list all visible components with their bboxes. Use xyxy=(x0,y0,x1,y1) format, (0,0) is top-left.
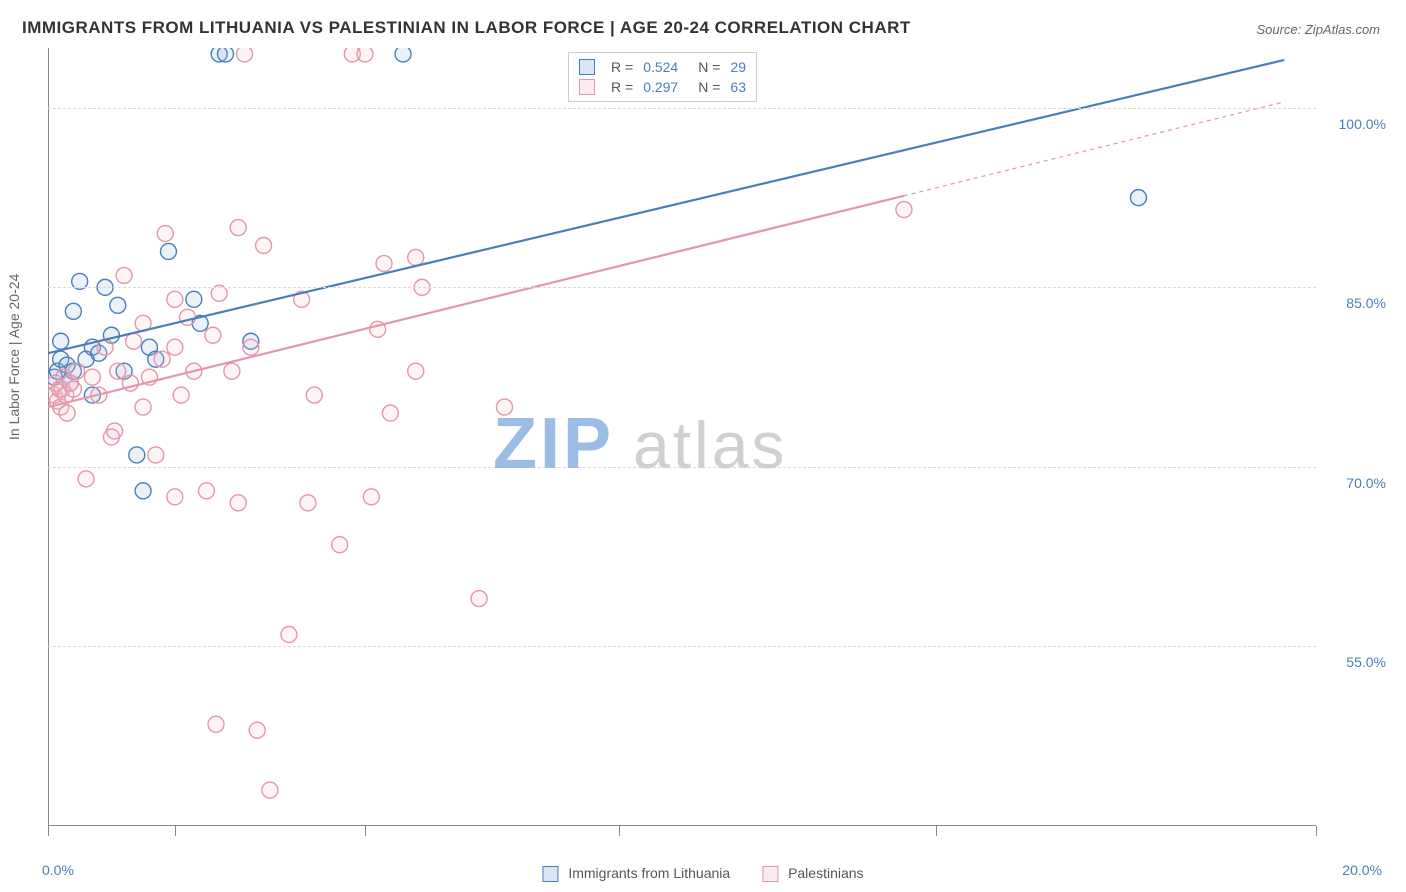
data-point xyxy=(249,722,265,738)
data-point xyxy=(135,483,151,499)
data-point xyxy=(306,387,322,403)
data-point xyxy=(363,489,379,505)
legend-label-lithuania: Immigrants from Lithuania xyxy=(568,865,730,881)
data-point xyxy=(281,626,297,642)
swatch-lithuania xyxy=(579,59,595,75)
data-point xyxy=(160,243,176,259)
data-point xyxy=(53,333,69,349)
data-point xyxy=(167,339,183,355)
r-value-lithuania: 0.524 xyxy=(643,59,678,75)
data-point xyxy=(408,249,424,265)
data-point xyxy=(78,471,94,487)
y-tick-label: 85.0% xyxy=(1346,295,1386,311)
y-tick-label: 70.0% xyxy=(1346,475,1386,491)
data-point xyxy=(69,363,85,379)
data-point xyxy=(218,48,234,62)
data-point xyxy=(382,405,398,421)
chart-container: IMMIGRANTS FROM LITHUANIA VS PALESTINIAN… xyxy=(0,0,1406,892)
x-tick xyxy=(936,826,937,836)
data-point xyxy=(157,226,173,242)
regression-line-dashed xyxy=(904,102,1284,196)
data-point xyxy=(224,363,240,379)
data-point xyxy=(262,782,278,798)
data-point xyxy=(167,291,183,307)
data-point xyxy=(107,423,123,439)
legend-item-lithuania: Immigrants from Lithuania xyxy=(542,865,730,882)
x-tick xyxy=(365,826,366,836)
data-point xyxy=(230,495,246,511)
data-point xyxy=(179,309,195,325)
data-point xyxy=(110,363,126,379)
stats-legend: R = 0.524 N = 29 R = 0.297 N = 63 xyxy=(568,52,757,102)
data-point xyxy=(256,237,272,253)
legend-label-palestinians: Palestinians xyxy=(788,865,864,881)
x-tick xyxy=(619,826,620,836)
y-tick-label: 55.0% xyxy=(1346,654,1386,670)
data-point xyxy=(148,447,164,463)
data-point xyxy=(376,255,392,271)
data-point xyxy=(84,369,100,385)
gridline xyxy=(48,108,1316,109)
gridline xyxy=(48,287,1316,288)
chart-title: IMMIGRANTS FROM LITHUANIA VS PALESTINIAN… xyxy=(22,18,911,38)
stats-row-palestinians: R = 0.297 N = 63 xyxy=(579,77,746,97)
y-tick-label: 100.0% xyxy=(1339,116,1386,132)
data-point xyxy=(129,447,145,463)
data-point xyxy=(395,48,411,62)
legend-item-palestinians: Palestinians xyxy=(762,865,863,882)
x-max-label: 20.0% xyxy=(1342,862,1382,878)
r-value-palestinians: 0.297 xyxy=(643,79,678,95)
data-point xyxy=(471,591,487,607)
data-point xyxy=(357,48,373,62)
x-tick xyxy=(48,826,49,836)
stats-row-lithuania: R = 0.524 N = 29 xyxy=(579,57,746,77)
data-point xyxy=(243,339,259,355)
data-point xyxy=(896,202,912,218)
data-point xyxy=(65,303,81,319)
gridline xyxy=(48,646,1316,647)
data-point xyxy=(199,483,215,499)
data-point xyxy=(186,291,202,307)
data-point xyxy=(332,537,348,553)
data-point xyxy=(230,220,246,236)
legend-swatch-lithuania xyxy=(542,866,558,882)
data-point xyxy=(110,297,126,313)
series-legend: Immigrants from Lithuania Palestinians xyxy=(542,865,863,882)
data-point xyxy=(237,48,253,62)
data-point xyxy=(208,716,224,732)
data-point xyxy=(173,387,189,403)
data-point xyxy=(135,399,151,415)
n-value-lithuania: 29 xyxy=(730,59,746,75)
data-point xyxy=(300,495,316,511)
data-point xyxy=(59,405,75,421)
data-point xyxy=(116,267,132,283)
data-point xyxy=(167,489,183,505)
x-min-label: 0.0% xyxy=(42,862,74,878)
data-point xyxy=(126,333,142,349)
gridline xyxy=(48,467,1316,468)
regression-line xyxy=(48,60,1284,353)
data-point xyxy=(154,351,170,367)
n-value-palestinians: 63 xyxy=(730,79,746,95)
legend-swatch-palestinians xyxy=(762,866,778,882)
swatch-palestinians xyxy=(579,79,595,95)
y-axis-label: In Labor Force | Age 20-24 xyxy=(6,274,22,440)
x-tick xyxy=(1316,826,1317,836)
data-point xyxy=(65,381,81,397)
plot-svg xyxy=(48,48,1316,826)
data-point xyxy=(496,399,512,415)
data-point xyxy=(1130,190,1146,206)
source-label: Source: ZipAtlas.com xyxy=(1256,22,1380,37)
data-point xyxy=(408,363,424,379)
x-tick xyxy=(175,826,176,836)
data-point xyxy=(205,327,221,343)
